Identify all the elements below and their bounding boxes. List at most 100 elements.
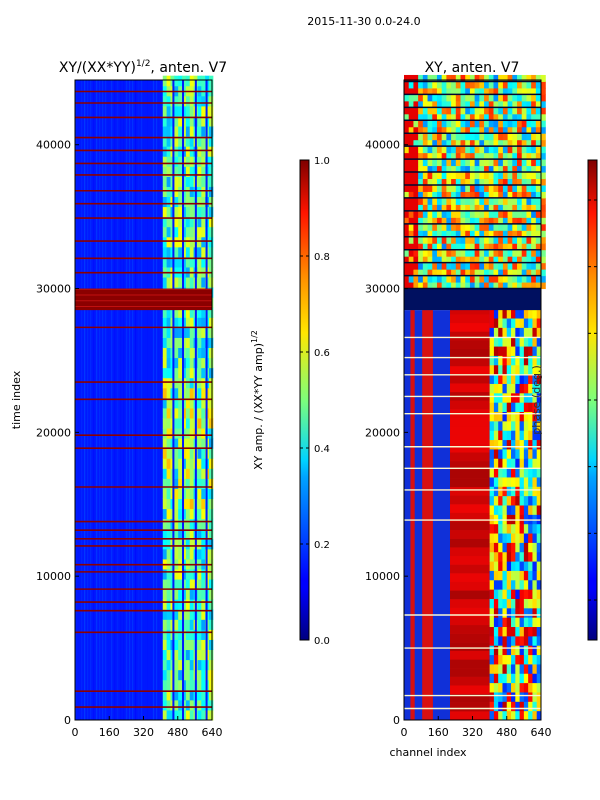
phase-upper-cell <box>441 152 447 160</box>
amplitude-cell <box>182 196 187 208</box>
phase-upper-cell <box>498 275 504 283</box>
phase-upper-cell <box>502 74 509 82</box>
amplitude-cell <box>182 126 187 137</box>
phase-mixed-cell <box>498 346 503 356</box>
phase-upper-cell <box>517 275 523 283</box>
amplitude-cell <box>209 236 214 248</box>
amplitude-cell <box>182 256 187 268</box>
phase-upper-cell <box>484 81 490 89</box>
phase-mixed-cell <box>498 533 503 543</box>
phase-upper-cell <box>474 81 480 89</box>
phase-mixed-cell <box>493 439 499 450</box>
phase-upper-cell <box>474 146 480 154</box>
phase-upper-cell <box>451 126 457 134</box>
phase-upper-cell <box>493 178 499 186</box>
phase-upper-cell <box>531 178 537 186</box>
phase-upper-cell <box>498 269 504 277</box>
phase-mixed-cell <box>489 617 495 628</box>
amplitude-cell <box>182 438 187 449</box>
phase-mixed-cell <box>523 551 529 562</box>
amplitude-cell <box>178 397 183 409</box>
phase-upper-cell <box>432 139 438 147</box>
amplitude-cell <box>189 659 195 671</box>
phase-upper-cell <box>526 100 532 108</box>
phase-upper-cell <box>436 139 443 147</box>
phase-upper-cell <box>436 152 443 160</box>
phase-upper-cell <box>484 223 490 231</box>
phase-mixed-cell <box>532 402 538 413</box>
phase-upper-cell <box>474 204 480 212</box>
amplitude-cell <box>201 146 206 157</box>
amplitude-cell <box>185 568 191 580</box>
phase-upper-cell <box>484 146 490 154</box>
phase-mixed-cell <box>493 682 499 693</box>
amplitude-cell <box>178 166 183 177</box>
amplitude-cell <box>166 609 171 620</box>
phase-mixed-cell <box>506 495 512 506</box>
phase-upper-cell <box>474 165 480 173</box>
amplitude-cell <box>197 579 202 590</box>
phase-upper-cell <box>488 159 494 167</box>
phase-upper-cell <box>469 178 476 186</box>
phase-upper-cell <box>474 126 480 134</box>
phase-upper-cell <box>535 204 542 212</box>
phase-mixed-cell <box>489 355 495 366</box>
phase-upper-cell <box>446 256 452 264</box>
phase-mixed-cell <box>493 663 499 674</box>
phase-mixed-cell <box>506 430 512 441</box>
phase-upper-cell <box>526 139 532 147</box>
phase-upper-cell <box>451 146 457 154</box>
phase-mixed-cell <box>489 551 495 562</box>
phase-upper-cell <box>413 236 419 244</box>
phase-mixed-cell <box>489 346 495 356</box>
phase-upper-cell <box>446 269 452 277</box>
amplitude-cell <box>162 367 168 379</box>
phase-upper-cell <box>441 217 447 225</box>
phase-upper-cell <box>465 230 471 238</box>
phase-upper-cell <box>488 172 494 180</box>
amplitude-cell <box>209 327 214 338</box>
phase-mixed-cell <box>523 645 529 656</box>
amplitude-cell <box>189 327 195 338</box>
amplitude-cell <box>189 236 195 248</box>
amplitude-cell <box>209 448 214 459</box>
phase-mixed-cell <box>502 607 508 618</box>
amplitude-cell <box>162 277 168 288</box>
amplitude-cell <box>209 377 214 389</box>
phase-upper-cell <box>460 107 466 115</box>
amplitude-cell <box>201 709 206 721</box>
phase-mixed-cell <box>523 533 529 543</box>
phase-mixed-cell <box>523 495 529 506</box>
phase-upper-cell <box>427 191 433 199</box>
phase-upper-cell <box>512 223 518 231</box>
phase-red-texture <box>450 400 490 410</box>
phase-upper-cell <box>413 120 419 128</box>
amplitude-cell <box>201 277 206 288</box>
phase-upper-cell <box>507 197 513 205</box>
phase-upper-cell <box>413 184 419 192</box>
phase-upper-cell <box>418 87 424 95</box>
phase-mixed-cell <box>489 654 495 665</box>
phase-upper-cell <box>484 178 490 186</box>
phase-upper-cell <box>465 139 471 147</box>
phase-upper-cell <box>446 133 452 141</box>
phase-upper-cell <box>517 204 523 212</box>
phase-upper-cell <box>460 282 466 290</box>
phase-mixed-cell <box>493 645 499 656</box>
phase-upper-cell <box>521 275 527 283</box>
amplitude-cell <box>174 458 179 469</box>
phase-upper-cell <box>488 249 494 257</box>
phase-upper-cell <box>526 217 532 225</box>
phase-mixed-cell <box>506 318 512 328</box>
phase-upper-cell <box>512 204 518 212</box>
phase-upper-cell <box>540 146 546 154</box>
phase-upper-cell <box>484 197 490 205</box>
phase-upper-cell <box>451 94 457 102</box>
phase-upper-cell <box>521 282 527 290</box>
phase-upper-cell <box>484 139 490 147</box>
amplitude-cell <box>182 236 187 248</box>
amplitude-cell <box>197 397 202 409</box>
phase-mixed-cell <box>511 420 516 431</box>
phase-upper-cell <box>408 243 414 251</box>
amplitude-cell <box>197 377 202 389</box>
